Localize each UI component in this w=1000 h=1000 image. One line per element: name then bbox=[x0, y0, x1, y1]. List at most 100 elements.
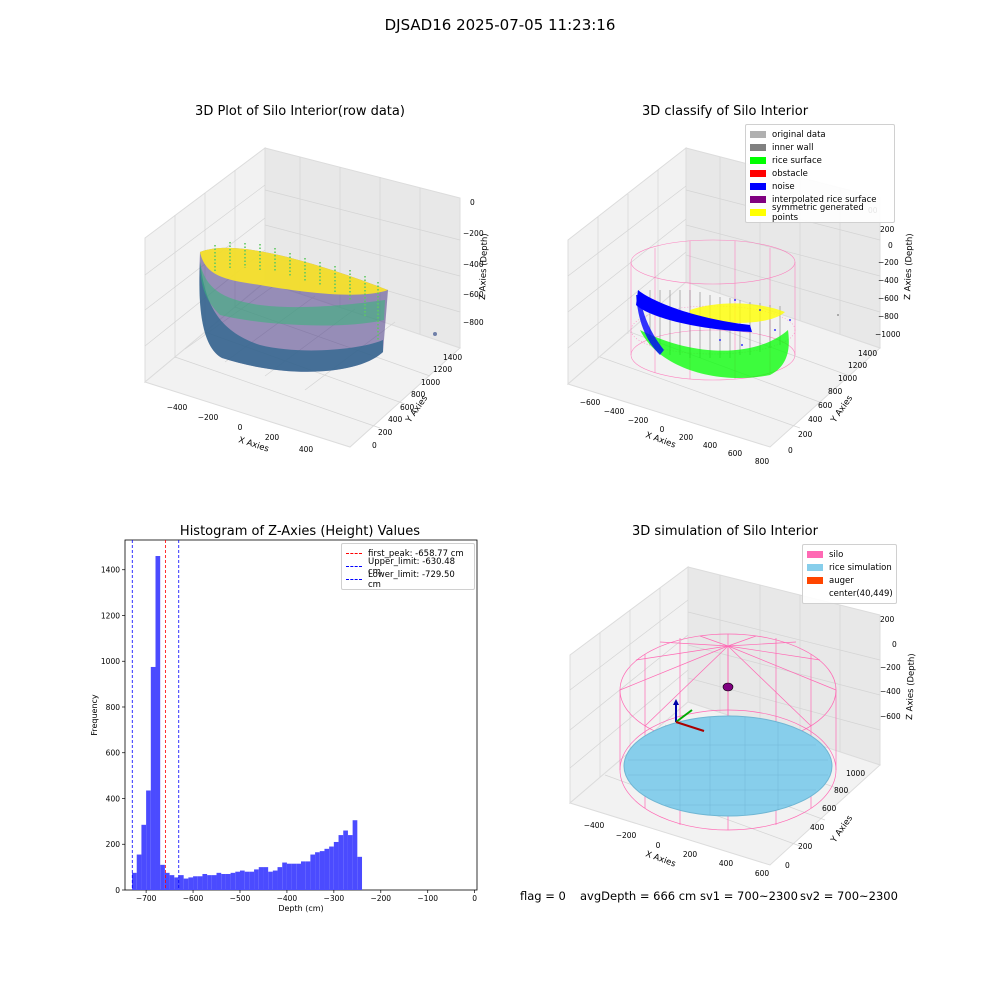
histogram-bar bbox=[239, 870, 245, 890]
legend-item-inner-wall: inner wall bbox=[750, 141, 890, 154]
svg-text:−400: −400 bbox=[463, 260, 484, 269]
histogram-ytick-label: 1000 bbox=[101, 657, 120, 666]
svg-text:−1000: −1000 bbox=[875, 330, 901, 339]
svg-text:−200: −200 bbox=[880, 663, 901, 672]
svg-text:−400: −400 bbox=[880, 687, 901, 696]
svg-text:−600: −600 bbox=[878, 294, 899, 303]
svg-text:−800: −800 bbox=[878, 312, 899, 321]
histogram-xtick-label: −500 bbox=[230, 894, 251, 903]
legend-item-rice-surface: rice surface bbox=[750, 154, 890, 167]
histogram-bar bbox=[211, 875, 217, 890]
panel1-title: 3D Plot of Silo Interior(row data) bbox=[195, 104, 405, 119]
histogram-ytick-label: 200 bbox=[106, 840, 121, 849]
svg-text:−400: −400 bbox=[604, 407, 625, 416]
histogram-ytick-label: 400 bbox=[106, 794, 121, 803]
svg-text:400: 400 bbox=[719, 859, 734, 868]
histogram-bar bbox=[221, 873, 226, 890]
histogram-bar bbox=[155, 556, 161, 890]
histogram-bar bbox=[150, 666, 156, 890]
histogram-bar bbox=[183, 878, 189, 890]
histogram-bar bbox=[193, 876, 198, 890]
histogram-ytick-label: 1400 bbox=[101, 566, 120, 575]
histogram-bar bbox=[188, 877, 194, 890]
svg-text:0: 0 bbox=[660, 425, 665, 434]
svg-text:600: 600 bbox=[728, 449, 743, 458]
svg-text:1400: 1400 bbox=[858, 349, 877, 358]
histogram-bar bbox=[305, 861, 311, 890]
svg-text:1000: 1000 bbox=[846, 769, 865, 778]
histogram-ytick-label: 0 bbox=[115, 886, 120, 895]
svg-text:−600: −600 bbox=[463, 290, 484, 299]
footer-sv2: sv2 = 700~2300 bbox=[800, 889, 898, 903]
histogram-bar bbox=[225, 873, 231, 890]
svg-text:800: 800 bbox=[755, 457, 770, 466]
svg-text:200: 200 bbox=[880, 615, 895, 624]
legend-item-center: center(40,449) bbox=[829, 588, 893, 599]
histogram-bar bbox=[338, 835, 344, 890]
histogram-bar bbox=[207, 875, 212, 890]
legend-item-lower-limit: Lower_limit: -729.50 cm bbox=[346, 570, 470, 590]
histogram-bar bbox=[141, 824, 147, 890]
panel1-zlabel: Z Axies (Depth) bbox=[478, 233, 490, 300]
histogram-bar bbox=[324, 848, 330, 890]
histogram-bar bbox=[216, 872, 222, 890]
histogram-bar bbox=[282, 862, 287, 890]
svg-text:200: 200 bbox=[265, 433, 280, 442]
svg-text:200: 200 bbox=[378, 428, 393, 437]
histogram-xlabel: Depth (cm) bbox=[278, 904, 323, 913]
histogram-bar bbox=[310, 854, 316, 890]
panel3-title: Histogram of Z-Axies (Height) Values bbox=[179, 524, 421, 539]
svg-text:−200: −200 bbox=[628, 416, 649, 425]
svg-text:0: 0 bbox=[888, 241, 893, 250]
legend-item-first-peak: first_peak: -658.77 cm bbox=[346, 547, 470, 560]
histogram-bar bbox=[146, 790, 151, 890]
svg-text:200: 200 bbox=[880, 225, 895, 234]
svg-text:1200: 1200 bbox=[848, 361, 867, 370]
svg-text:600: 600 bbox=[400, 403, 415, 412]
svg-text:−800: −800 bbox=[463, 318, 484, 327]
svg-text:600: 600 bbox=[822, 804, 837, 813]
histogram-bar bbox=[347, 835, 353, 890]
svg-text:200: 200 bbox=[798, 430, 813, 439]
panel2-legend: original data inner wall rice surface ob… bbox=[745, 124, 895, 223]
svg-text:0: 0 bbox=[470, 198, 475, 207]
legend-item-rice-simulation: rice simulation bbox=[807, 561, 892, 574]
histogram-bar bbox=[254, 869, 259, 890]
histogram-xtick-label: −300 bbox=[324, 894, 345, 903]
svg-text:400: 400 bbox=[299, 445, 314, 454]
svg-text:1000: 1000 bbox=[838, 374, 857, 383]
svg-text:800: 800 bbox=[411, 390, 426, 399]
panel2-title: 3D classify of Silo Interior bbox=[641, 104, 809, 119]
svg-text:0: 0 bbox=[785, 861, 790, 870]
svg-text:−600: −600 bbox=[580, 398, 601, 407]
histogram-xtick-label: −200 bbox=[370, 894, 391, 903]
svg-text:−200: −200 bbox=[463, 229, 484, 238]
svg-text:0: 0 bbox=[656, 841, 661, 850]
svg-text:1200: 1200 bbox=[433, 365, 452, 374]
svg-text:400: 400 bbox=[388, 415, 403, 424]
histogram-xtick-label: −600 bbox=[183, 894, 204, 903]
histogram-bar bbox=[244, 871, 250, 890]
histogram-bar bbox=[235, 871, 240, 890]
legend-item-obstacle: obstacle bbox=[750, 167, 890, 180]
histogram-bar bbox=[178, 875, 184, 890]
histogram-bar bbox=[197, 876, 203, 890]
svg-text:200: 200 bbox=[679, 433, 694, 442]
histogram-bar bbox=[160, 864, 165, 890]
svg-text:400: 400 bbox=[810, 823, 825, 832]
svg-text:0: 0 bbox=[788, 446, 793, 455]
histogram-bar bbox=[357, 856, 363, 890]
histogram-bar bbox=[263, 867, 269, 890]
legend-item-upper-limit: Upper_limit: -630.48 cm bbox=[346, 557, 470, 577]
legend-item-symmetric: symmetric generated points bbox=[750, 203, 890, 223]
panel4-zlabel: Z Axies (Depth) bbox=[905, 653, 917, 720]
histogram-bar bbox=[301, 861, 306, 890]
histogram-bar bbox=[169, 875, 175, 890]
panel3-histogram: −700 −600 −500 −400 −300 −200 −100 0 0 200 400 600… bbox=[90, 539, 478, 913]
histogram-bar bbox=[315, 852, 320, 890]
histogram-xtick-label: 0 bbox=[472, 894, 477, 903]
svg-text:−200: −200 bbox=[878, 258, 899, 267]
svg-text:200: 200 bbox=[683, 850, 698, 859]
histogram-bar bbox=[164, 872, 170, 890]
